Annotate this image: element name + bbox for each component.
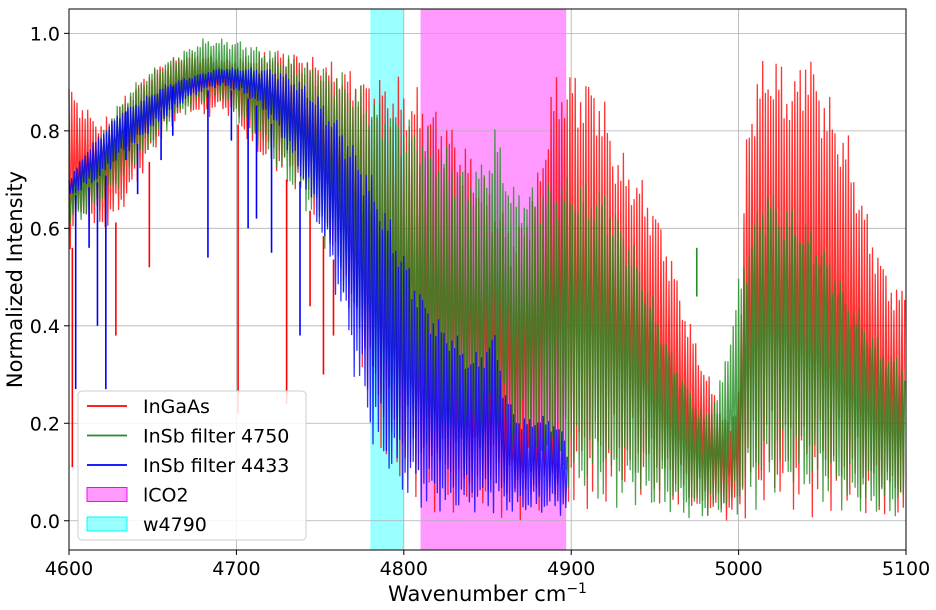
x-tick-label: 5100: [882, 558, 930, 580]
series-layer: [68, 38, 906, 521]
legend-label: InSb filter 4433: [143, 455, 289, 477]
y-tick-label: 0.6: [30, 218, 60, 240]
legend-swatch: [86, 516, 128, 532]
legend-swatch: [86, 487, 128, 502]
series-line: [68, 38, 906, 519]
series-line: [68, 67, 568, 516]
y-tick-label: 0.4: [30, 316, 60, 338]
x-axis-label-superscript: −1: [566, 581, 587, 597]
x-tick-label: 4900: [547, 558, 595, 580]
legend-label: lCO2: [143, 485, 189, 507]
y-tick-label: 0.2: [30, 413, 60, 435]
y-tick-label: 0.8: [30, 121, 60, 143]
legend: InGaAs InSb filter 4750 InSb filter 4433 lC…: [77, 390, 307, 541]
legend-label: InGaAs: [143, 396, 210, 418]
y-axis-label: Normalized Intensity: [3, 171, 27, 388]
legend-label: w4790: [143, 514, 207, 536]
x-tick-label: 4800: [380, 558, 428, 580]
y-tick-label: 1.0: [30, 23, 60, 45]
x-axis-label: Wavenumber cm−1: [388, 581, 587, 606]
x-tick-label: 4600: [45, 558, 93, 580]
y-tick-label: 0.0: [30, 511, 60, 533]
legend-box: [77, 390, 307, 541]
plot-frame: [68, 8, 907, 551]
legend-label: InSb filter 4750: [143, 426, 289, 448]
axis-ticks: 4600 4700 4800 4900 5000 5100 0.0 0.2 0.4 0.6 0.8 1…: [30, 23, 930, 580]
x-tick-label: 4700: [212, 558, 260, 580]
x-tick-label: 5000: [714, 558, 762, 580]
